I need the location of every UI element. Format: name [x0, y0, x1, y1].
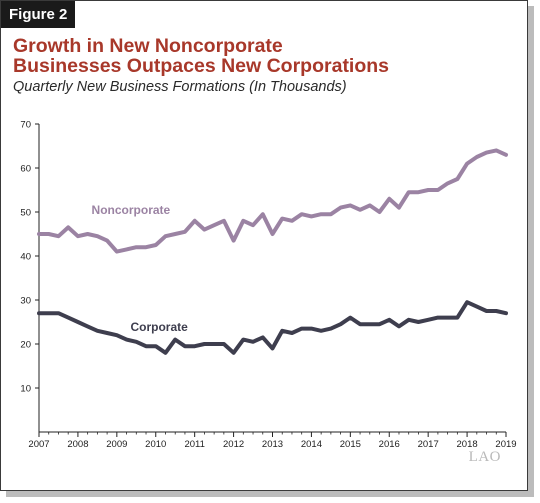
series-line-corporate	[37, 300, 508, 355]
figure-label: Figure 2	[1, 1, 76, 28]
x-tick-label: 2007	[28, 439, 49, 450]
chart-subtitle: Quarterly New Business Formations (In Th…	[13, 79, 347, 95]
x-tick-label: 2019	[495, 439, 516, 450]
x-tick-label: 2014	[301, 439, 322, 450]
y-tick-label: 60	[20, 164, 31, 175]
series-label-noncorporate: Noncorporate	[92, 203, 171, 217]
x-tick-label: 2009	[106, 439, 127, 450]
chart-title-line-1: Growth in New Noncorporate	[13, 35, 283, 57]
lao-logo: LAO	[468, 449, 501, 465]
y-tick-label: 40	[20, 252, 31, 263]
x-tick-label: 2016	[379, 439, 400, 450]
x-tick-label: 2013	[262, 439, 283, 450]
x-tick-label: 2008	[67, 439, 88, 450]
series-line-noncorporate	[37, 148, 508, 254]
chart-title: Growth in New Noncorporate Businesses Ou…	[13, 36, 513, 76]
figure-frame: Figure 2 Growth in New Noncorporate Busi…	[0, 0, 528, 491]
y-tick-label: 20	[20, 340, 31, 351]
x-tick-label: 2011	[184, 439, 204, 450]
y-tick-label: 70	[20, 120, 31, 131]
series-label-corporate: Corporate	[130, 320, 188, 334]
y-tick-label: 50	[20, 208, 31, 219]
x-tick-label: 2010	[145, 439, 166, 450]
x-tick-label: 2017	[418, 439, 439, 450]
chart-title-line-2: Businesses Outpaces New Corporations	[13, 55, 390, 77]
x-tick-label: 2012	[223, 439, 244, 450]
x-tick-label: 2018	[457, 439, 478, 450]
y-tick-label: 30	[20, 296, 31, 307]
x-tick-label: 2015	[340, 439, 361, 450]
y-tick-label: 10	[20, 384, 31, 395]
